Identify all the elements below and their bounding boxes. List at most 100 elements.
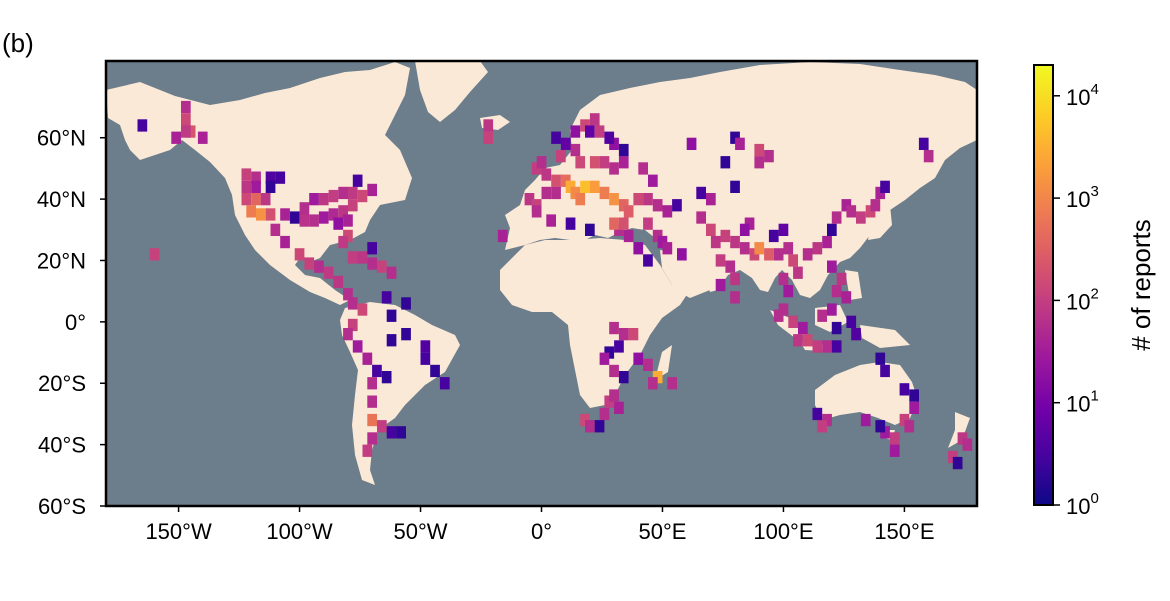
heatmap-cell (706, 193, 716, 206)
heatmap-cell (524, 193, 535, 206)
heatmap-cell (764, 248, 774, 261)
heatmap-cell (275, 171, 286, 184)
heatmap-cell (585, 420, 595, 433)
y-tick-label: 20°S (38, 371, 86, 396)
heatmap-cell (831, 211, 842, 224)
heatmap-cell (831, 285, 842, 298)
heatmap-cell (715, 278, 726, 292)
heatmap-cell (909, 401, 919, 414)
heatmap-cell (638, 162, 648, 175)
landmass-europe (505, 62, 977, 298)
heatmap-cell (628, 328, 639, 341)
heatmap-cell (171, 131, 181, 144)
heatmap-cell (710, 235, 721, 249)
heatmap-cell (846, 205, 857, 218)
heatmap-cell (343, 214, 353, 227)
heatmap-cell (643, 358, 653, 371)
heatmap-cell (585, 223, 595, 236)
x-tick-label: 0° (531, 519, 552, 544)
heatmap-cell (744, 217, 755, 230)
heatmap-cell (181, 125, 191, 138)
heatmap-cell (323, 266, 334, 279)
heatmap-cell (860, 413, 871, 427)
heatmap-cell (347, 318, 358, 332)
heatmap-cell (909, 389, 919, 402)
heatmap-cell (715, 254, 726, 267)
heatmap-cell (430, 364, 440, 378)
colorbar-tick-label: 103 (1066, 183, 1099, 212)
heatmap-cell (309, 214, 319, 227)
landmass-new-guinea (860, 325, 910, 348)
heatmap-cell (725, 260, 736, 273)
heatmap-cell (788, 254, 798, 267)
heatmap-cell (657, 235, 668, 249)
heatmap-cell (623, 205, 634, 218)
heatmap-cell (396, 426, 406, 439)
heatmap-cell (730, 235, 740, 249)
heatmap-cell (730, 131, 740, 144)
heatmap-cell (904, 420, 915, 433)
y-tick-label: 40°N (37, 187, 86, 212)
heatmap-cell (614, 340, 624, 353)
heatmap-cell (618, 143, 629, 157)
heatmap-cell (541, 168, 552, 181)
map (106, 61, 977, 506)
heatmap-cell (367, 183, 377, 197)
heatmap-cell (783, 285, 794, 298)
heatmap-cell (580, 180, 590, 193)
heatmap-cell (343, 328, 353, 341)
heatmap-cell (328, 189, 339, 203)
heatmap-cell (181, 113, 191, 126)
heatmap-cell (856, 211, 866, 224)
heatmap-cell (778, 303, 789, 316)
heatmap-cell (589, 180, 600, 193)
heatmap-cell (652, 199, 663, 212)
heatmap-cell (827, 260, 837, 273)
heatmap-cell (318, 193, 329, 206)
heatmap-cell (773, 309, 784, 322)
heatmap-cell (137, 119, 148, 132)
heatmap-cell (735, 137, 745, 150)
heatmap-cell (618, 328, 629, 341)
heatmap-cell (720, 229, 731, 243)
heatmap-cell (381, 291, 392, 304)
heatmap-cell (880, 364, 890, 378)
heatmap-cell (181, 100, 191, 114)
heatmap-cell (798, 321, 808, 335)
heatmap-cell (618, 371, 629, 384)
heatmap-cell (599, 352, 610, 365)
heatmap-cell (362, 352, 373, 365)
heatmap-cell (589, 156, 600, 169)
heatmap-cell (836, 272, 847, 286)
colorbar: 100 101 102 103 104 # of reports (1033, 64, 1156, 519)
heatmap-cell (299, 214, 310, 227)
y-axis-ticks: 60°N 40°N 20°N 0° 20°S 40°S 60°S (37, 126, 106, 519)
y-tick-label: 0° (65, 310, 86, 335)
x-tick-label: 150°E (874, 519, 934, 544)
heatmap-cell (377, 420, 387, 433)
panel-label: (b) (2, 28, 34, 58)
heatmap-cell (294, 248, 305, 261)
heatmap-cell (609, 162, 619, 175)
heatmap-cell (643, 217, 653, 230)
heatmap-cell (609, 193, 619, 206)
heatmap-cell (565, 217, 576, 230)
heatmap-cell (299, 202, 310, 215)
heatmap-cell (677, 248, 687, 261)
heatmap-cell (357, 189, 368, 203)
colorbar-tick-label: 104 (1066, 81, 1099, 110)
heatmap-cell (367, 395, 377, 408)
heatmap-cell (241, 168, 252, 181)
heatmap-cell (609, 389, 619, 402)
heatmap-cell (706, 223, 716, 236)
heatmap-cell (386, 334, 397, 347)
heatmap-cell (328, 208, 339, 221)
heatmap-cell (386, 426, 397, 439)
heatmap-cell (609, 364, 619, 378)
heatmap-cell (585, 125, 595, 138)
heatmap-cell (241, 180, 252, 193)
heatmap-cell (372, 364, 382, 378)
heatmap-cell (570, 125, 581, 138)
heatmap-cell (149, 248, 160, 261)
heatmap-cell (822, 340, 832, 353)
